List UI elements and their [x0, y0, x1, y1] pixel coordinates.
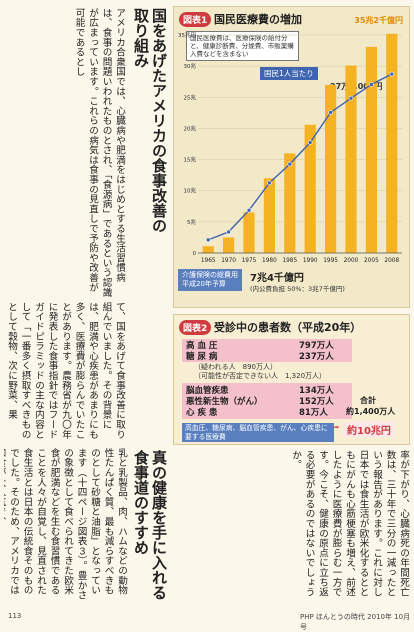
care-insurance-note: (内公費負担 50%：3兆7千億円) — [250, 285, 345, 293]
bar-medical-cost — [365, 46, 378, 253]
patient-row-value: 152万人 — [299, 397, 334, 407]
x-tick-label: 1970 — [221, 258, 236, 264]
y-tick-label: 0 — [193, 251, 197, 257]
patient-row-value: 81万人 — [299, 408, 328, 418]
patient-row-value: 134万人 — [299, 386, 334, 396]
bar-medical-cost — [202, 246, 214, 253]
per-capita-point — [369, 82, 374, 87]
arrow-icon: ➡ — [334, 424, 340, 431]
suspect-note: （可能性が否定できない人 1,320万人） — [194, 372, 327, 380]
bar-medical-cost — [386, 33, 398, 253]
per-capita-point — [348, 95, 354, 101]
per-capita-point — [307, 140, 313, 145]
y-tick-label: 5兆 — [187, 218, 196, 226]
section-heading-diet-path: 真の健康を手に入れる食事道のすすめ — [132, 450, 168, 600]
x-tick-label: 1995 — [323, 258, 338, 264]
care-insurance-tag: 介護保険の総費用 平成20年予算 — [178, 269, 242, 291]
body-text-column: て、国をあげて食事改善に取り組んでいました。その背景には、肥満や心疾患があまりに… — [6, 302, 125, 440]
y-tick-label: 15兆 — [184, 156, 197, 164]
bar-medical-cost — [284, 153, 296, 253]
per-capita-point — [267, 180, 272, 186]
figure-label: 図表1 — [179, 12, 212, 27]
x-tick-label: 2000 — [344, 258, 359, 264]
section-heading-food-reform: 国をあげたアメリカの食事改善の取り組み — [132, 8, 168, 233]
bar-medical-cost — [243, 212, 255, 253]
summary-box: 高血圧、糖尿病、脳血管疾患、がん、心疾患に要する医療費 — [182, 423, 334, 442]
per-capita-point — [205, 237, 211, 243]
body-text-column: 乳と乳製品、肉、ハムなどの動物性たんぱく質、最も減らすべきものとして砂糖と油脂」… — [4, 448, 127, 600]
body-text-column: 率が下がり、心臓病死の年間死亡数は、三十年で三分の一減ったという報告があります。… — [290, 450, 409, 597]
care-insurance-value: 7兆4千億円 — [250, 273, 304, 284]
y-tick-label: 10兆 — [184, 187, 197, 195]
patient-row-name: 悪性新生物（がん） — [186, 397, 263, 407]
peak-value-label: 35兆2千億円 — [354, 16, 403, 25]
y-tick-label: 25兆 — [184, 93, 197, 101]
per-capita-tag: 国民1人当たり — [260, 67, 318, 80]
x-tick-label: 1985 — [282, 258, 297, 264]
x-tick-label: 2005 — [364, 258, 379, 264]
summary-value: 約10兆円 — [344, 422, 394, 437]
patient-row-name: 糖 尿 病 — [186, 352, 218, 362]
per-capita-point — [226, 229, 231, 235]
figure-title: 国民医療費の増加 — [214, 13, 302, 26]
total-label: 合計 — [360, 396, 376, 405]
bar-medical-cost — [324, 84, 337, 253]
per-capita-line — [207, 73, 393, 241]
x-tick-label: 1975 — [242, 258, 257, 264]
figure-patient-count: 図表2 受診中の患者数（平成20年） 高 血 圧 797万人 糖 尿 病 237… — [173, 314, 410, 445]
bar-medical-cost — [304, 124, 316, 253]
patient-row-value: 797万人 — [299, 341, 334, 351]
highlight-band — [182, 339, 352, 362]
bar-medical-cost — [263, 178, 276, 253]
publication-source: PHP ほんとうの時代 2010年 10月号 — [300, 613, 411, 631]
per-capita-point — [389, 71, 395, 77]
per-capita-point — [287, 161, 293, 167]
figure-medical-cost-chart: 図表1 国民医療費の増加 35兆2千億円 国民医療費は、医療保険の給付分と、健康… — [173, 6, 410, 308]
y-tick-label: 35兆円 — [178, 31, 196, 39]
x-tick-label: 1965 — [201, 258, 216, 264]
y-tick-label: 30兆 — [184, 62, 197, 70]
bar-medical-cost — [345, 65, 357, 253]
patient-row-name: 心 疾 患 — [186, 408, 218, 418]
care-insurance-tag-line2: 平成20年予算 — [182, 280, 226, 288]
bar-line-chart: 0 5兆 10兆 15兆 20兆 25兆 30兆 35兆円 1965 1970 1975 1980 19… — [178, 31, 402, 264]
bar-medical-cost — [222, 237, 235, 253]
per-capita-point — [328, 110, 333, 115]
highlight-band — [182, 383, 352, 419]
patient-row-name: 高 血 圧 — [186, 341, 218, 351]
patient-row-name: 脳血管疾患 — [186, 386, 229, 396]
suspect-note: （疑われる人 890万人） — [194, 363, 278, 371]
x-tick-label: 1990 — [303, 258, 318, 264]
y-tick-label: 20兆 — [184, 124, 197, 132]
care-insurance-tag-line1: 介護保険の総費用 — [182, 271, 238, 279]
per-capita-point — [246, 207, 252, 213]
x-tick-label: 2008 — [384, 258, 399, 264]
figure-label: 図表2 — [179, 320, 212, 335]
body-text-column: アメリカ合衆国では、心臓病や肥満をはじめとする生活習慣病は、食事の問題いわれたも… — [73, 8, 126, 298]
chart-note: 国民医療費は、医療保険の給付分と、健康診断費、分娩費、市販薬購入費などを含まない — [186, 31, 299, 61]
patient-row-value: 237万人 — [299, 352, 334, 362]
total-value: 約1,400万人 — [346, 407, 396, 416]
x-tick-label: 1980 — [262, 258, 277, 264]
page-number: 113 — [8, 612, 22, 620]
figure-title: 受診中の患者数（平成20年） — [214, 321, 362, 334]
